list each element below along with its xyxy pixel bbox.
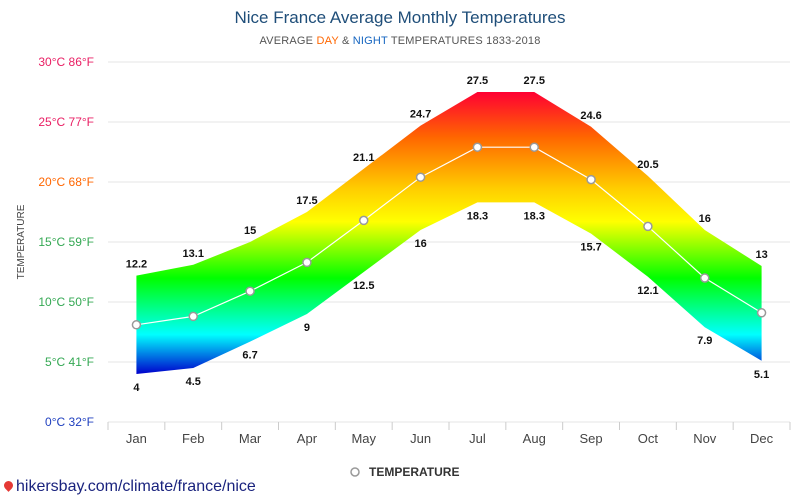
x-tick-label: Nov: [693, 431, 717, 446]
day-value-label: 13: [755, 249, 767, 261]
subtitle-prefix: AVERAGE: [259, 35, 317, 47]
y-tick-label: 10°C 50°F: [38, 295, 94, 309]
temperature-point: [359, 215, 369, 226]
day-value-label: 24.7: [410, 109, 431, 121]
night-value-label: 16: [414, 238, 426, 250]
subtitle-suffix: TEMPERATURES 1833-2018: [387, 35, 541, 47]
subtitle-day: DAY: [316, 35, 339, 47]
x-tick-label: Oct: [638, 431, 659, 446]
day-value-label: 27.5: [467, 75, 488, 87]
y-axis-label: TEMPERATURE: [16, 204, 27, 279]
y-tick-label: 30°C 86°F: [38, 55, 94, 69]
temperature-point: [188, 311, 198, 322]
night-value-label: 18.3: [467, 210, 488, 222]
temperature-point: [586, 174, 596, 185]
night-value-label: 7.9: [697, 335, 712, 347]
x-tick-label: Jul: [469, 431, 486, 446]
temperature-point: [756, 308, 767, 318]
night-value-label: 18.3: [524, 210, 545, 222]
x-tick-label: May: [351, 431, 376, 446]
legend: TEMPERATURE: [350, 465, 459, 479]
temperature-line: [136, 146, 762, 326]
night-value-label: 12.1: [637, 285, 658, 297]
x-tick-label: Aug: [523, 431, 546, 446]
y-axis-ticks: 0°C 32°F 5°C 41°F 10°C 50°F 15°C 59°F 20°C 6…: [38, 55, 94, 429]
day-value-label: 17.5: [296, 195, 317, 207]
y-tick-label: 5°C 41°F: [45, 355, 94, 369]
x-tick-label: Mar: [239, 431, 262, 446]
night-value-label: 15.7: [580, 242, 601, 254]
x-tick-label: Sep: [580, 431, 603, 446]
temperature-point: [700, 273, 710, 283]
day-value-label: 12.2: [126, 259, 147, 271]
source-url: hikersbay.com/climate/france/nice: [16, 478, 256, 495]
temperature-line-layer: [131, 142, 767, 330]
source-link[interactable]: hikersbay.com/climate/france/nice: [2, 478, 256, 496]
x-tick-label: Jan: [126, 431, 147, 446]
temperature-point: [529, 142, 539, 152]
y-tick-label: 25°C 77°F: [38, 115, 94, 129]
temperature-point: [415, 172, 426, 182]
location-pin-icon: [2, 479, 15, 492]
temperature-point: [302, 257, 312, 268]
x-axis-ticks: Jan Feb Mar Apr May Jun Jul Aug Sep Oct Nov Dec: [107, 422, 791, 446]
day-night-band: [136, 92, 762, 374]
y-tick-label: 0°C 32°F: [45, 415, 94, 429]
temperature-point: [643, 221, 653, 232]
night-value-label: 6.7: [242, 350, 257, 362]
y-tick-label: 20°C 68°F: [38, 175, 94, 189]
chart-title: Nice France Average Monthly Temperatures: [234, 8, 566, 27]
legend-marker: [350, 467, 360, 477]
x-tick-label: Dec: [750, 431, 774, 446]
x-tick-label: Apr: [297, 431, 318, 446]
x-tick-label: Jun: [410, 431, 431, 446]
day-value-label: 16: [699, 213, 711, 225]
temperature-point: [245, 286, 255, 296]
legend-label: TEMPERATURE: [369, 465, 459, 479]
night-value-label: 12.5: [353, 280, 374, 292]
day-value-label: 20.5: [637, 159, 658, 171]
day-value-label: 21.1: [353, 152, 374, 164]
subtitle-middle: &: [338, 35, 353, 47]
night-value-label: 4: [133, 382, 140, 394]
x-tick-label: Feb: [182, 431, 204, 446]
day-value-label: 27.5: [524, 75, 545, 87]
day-value-label: 13.1: [183, 248, 204, 260]
day-value-label: 24.6: [580, 110, 601, 122]
data-labels: 12.2 13.1 15 17.5 21.1 24.7 27.5 27.5 24.6 20.5 16…: [126, 75, 770, 394]
night-value-label: 9: [304, 322, 310, 334]
temperature-point: [131, 320, 142, 330]
temperature-point: [472, 142, 483, 152]
night-value-label: 4.5: [186, 376, 201, 388]
subtitle-night: NIGHT: [352, 35, 388, 47]
day-value-label: 15: [244, 225, 256, 237]
chart-subtitle: AVERAGE DAY & NIGHT TEMPERATURES 1833-20…: [0, 35, 800, 47]
day-night-band-area: [136, 92, 762, 374]
y-tick-label: 15°C 59°F: [38, 235, 94, 249]
night-value-label: 5.1: [754, 369, 769, 381]
